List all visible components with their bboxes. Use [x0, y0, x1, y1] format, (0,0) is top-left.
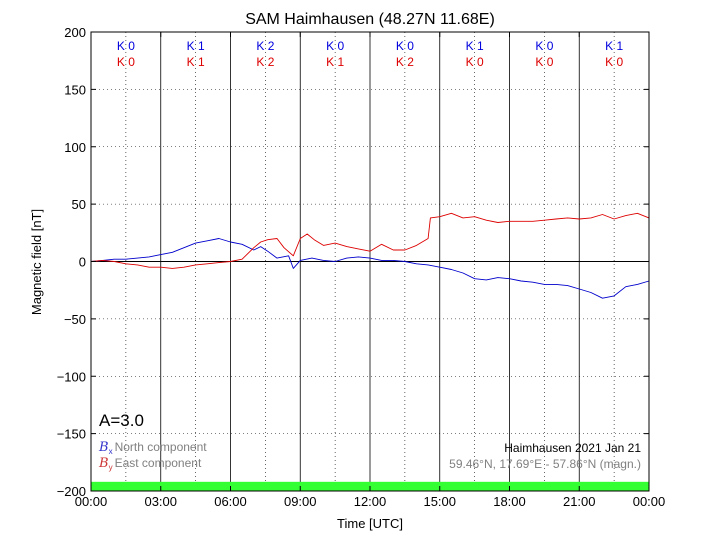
legend: Bx North component By East component	[98, 440, 207, 472]
k-index-red: K 2	[256, 55, 274, 69]
x-axis-label: Time [UTC]	[337, 516, 403, 531]
k-index-red: K 0	[466, 55, 484, 69]
x-axis-ticks: 00:00 03:00 06:00 09:00 12:00 15:00 18:00 21:00…	[75, 32, 666, 509]
k-index-blue: K 1	[605, 39, 623, 53]
y-tick-label: 0	[79, 255, 86, 270]
y-tick-label: 50	[72, 197, 86, 212]
x-tick-label: 00:00	[633, 494, 666, 509]
y-axis-label: Magnetic field [nT]	[29, 209, 44, 315]
y-tick-label: −100	[57, 369, 86, 384]
k-index-red: K 1	[187, 55, 205, 69]
chart-title: SAM Haimhausen (48.27N 11.68E)	[245, 11, 495, 28]
legend-by-symbol: B	[98, 456, 109, 471]
legend-bx-symbol: B	[98, 440, 109, 455]
k-index-blue: K 1	[466, 39, 484, 53]
legend-by-label: East component	[115, 456, 202, 470]
k-index-labels: K 0 K 0 K 1 K 1 K 2 K 2 K 0 K 1 K 0 K 2 K 1 K 0 K 0 K…	[117, 39, 624, 69]
k-index-blue: K 0	[396, 39, 414, 53]
legend-by: By East component	[98, 456, 202, 472]
x-tick-label: 00:00	[75, 494, 108, 509]
legend-bx-sub: x	[109, 447, 113, 456]
k-index-red: K 0	[117, 55, 135, 69]
y-tick-label: 100	[64, 140, 86, 155]
y-tick-label: −50	[64, 312, 86, 327]
y-tick-label: 200	[64, 25, 86, 40]
a-index-label: A=3.0	[99, 411, 144, 430]
series-lines	[90, 212, 650, 299]
k-index-blue: K 0	[326, 39, 344, 53]
k-index-red: K 1	[326, 55, 344, 69]
north-component-line	[90, 238, 650, 299]
coordinates-label: 59.46°N, 17.69°E - 57.86°N (magn.)	[449, 457, 641, 471]
y-axis-ticks: 200 150 100 50 0 −50 −100 −150 −200	[57, 25, 649, 499]
k-index-red: K 2	[396, 55, 414, 69]
legend-bx: Bx North component	[98, 440, 207, 456]
k-index-blue: K 2	[256, 39, 274, 53]
x-tick-label: 21:00	[563, 494, 596, 509]
station-date-label: Haimhausen 2021 Jan 21	[504, 441, 641, 455]
k-index-red: K 0	[535, 55, 553, 69]
x-tick-label: 09:00	[284, 494, 317, 509]
x-tick-label: 03:00	[144, 494, 177, 509]
k-index-blue: K 0	[117, 39, 135, 53]
k-index-blue: K 0	[535, 39, 553, 53]
y-tick-label: −150	[57, 427, 86, 442]
x-tick-label: 12:00	[354, 494, 387, 509]
y-tick-label: 150	[64, 82, 86, 97]
legend-by-sub: y	[109, 463, 113, 472]
legend-bx-label: North component	[115, 440, 208, 454]
k-index-red: K 0	[605, 55, 623, 69]
y-tick-label: −200	[57, 484, 86, 499]
k-index-blue: K 1	[187, 39, 205, 53]
x-tick-label: 18:00	[493, 494, 526, 509]
x-tick-label: 06:00	[214, 494, 247, 509]
x-tick-label: 15:00	[423, 494, 456, 509]
east-component-line	[90, 212, 650, 269]
